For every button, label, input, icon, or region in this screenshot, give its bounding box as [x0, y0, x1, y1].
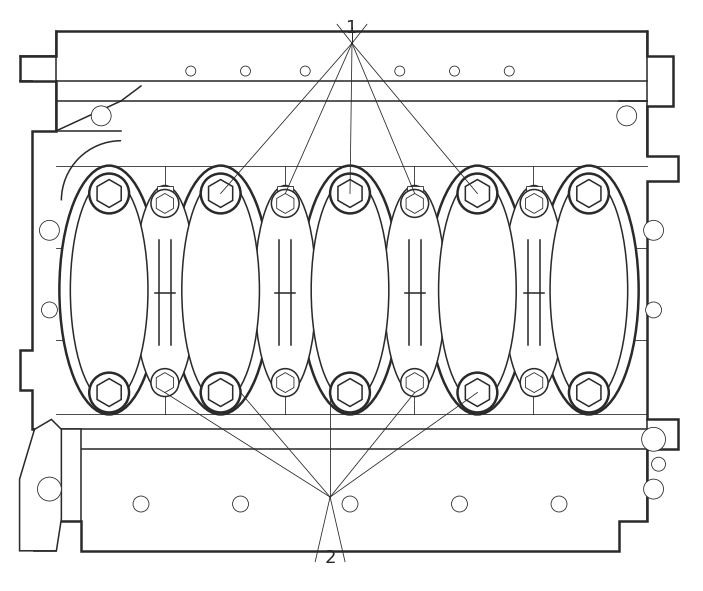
Circle shape	[342, 496, 358, 512]
Polygon shape	[34, 430, 82, 551]
Circle shape	[401, 190, 429, 217]
Circle shape	[91, 106, 111, 126]
Circle shape	[652, 457, 666, 471]
Circle shape	[401, 369, 429, 397]
Circle shape	[642, 427, 666, 452]
Bar	[157, 186, 173, 202]
Circle shape	[504, 66, 514, 76]
Circle shape	[551, 496, 567, 512]
Circle shape	[233, 496, 248, 512]
Ellipse shape	[384, 186, 446, 395]
Circle shape	[300, 66, 310, 76]
Polygon shape	[277, 373, 294, 392]
Circle shape	[644, 220, 664, 241]
Circle shape	[39, 220, 59, 241]
Polygon shape	[97, 180, 121, 207]
Polygon shape	[209, 180, 233, 207]
Ellipse shape	[503, 186, 565, 395]
Circle shape	[617, 106, 637, 126]
Ellipse shape	[539, 165, 638, 414]
Ellipse shape	[311, 177, 389, 402]
Polygon shape	[465, 379, 489, 407]
Circle shape	[240, 66, 250, 76]
Circle shape	[201, 373, 240, 413]
Polygon shape	[20, 420, 61, 551]
Ellipse shape	[70, 177, 148, 402]
Polygon shape	[338, 379, 362, 407]
Circle shape	[133, 496, 149, 512]
Circle shape	[644, 479, 664, 499]
Ellipse shape	[182, 177, 259, 402]
Circle shape	[458, 373, 497, 413]
Circle shape	[449, 66, 460, 76]
Polygon shape	[97, 379, 121, 407]
Polygon shape	[156, 373, 174, 392]
Circle shape	[89, 373, 129, 413]
Circle shape	[395, 66, 405, 76]
Circle shape	[37, 477, 61, 501]
Polygon shape	[156, 193, 174, 213]
Ellipse shape	[300, 165, 400, 414]
Bar	[407, 186, 423, 202]
Polygon shape	[577, 379, 601, 407]
Circle shape	[451, 496, 467, 512]
Circle shape	[151, 190, 179, 217]
Polygon shape	[277, 193, 294, 213]
Circle shape	[186, 66, 195, 76]
Circle shape	[271, 190, 299, 217]
Polygon shape	[577, 180, 601, 207]
Ellipse shape	[59, 165, 159, 414]
Polygon shape	[526, 193, 543, 213]
Circle shape	[458, 174, 497, 213]
Polygon shape	[209, 379, 233, 407]
Circle shape	[569, 373, 609, 413]
Ellipse shape	[134, 186, 195, 395]
Circle shape	[41, 302, 58, 318]
Polygon shape	[465, 180, 489, 207]
Polygon shape	[338, 180, 362, 207]
Ellipse shape	[171, 165, 271, 414]
Circle shape	[89, 174, 129, 213]
Ellipse shape	[254, 186, 316, 395]
Circle shape	[569, 174, 609, 213]
Circle shape	[520, 190, 548, 217]
Text: 2: 2	[324, 548, 336, 567]
Polygon shape	[406, 373, 423, 392]
Polygon shape	[526, 373, 543, 392]
Circle shape	[520, 369, 548, 397]
Ellipse shape	[550, 177, 628, 402]
Ellipse shape	[427, 165, 527, 414]
Circle shape	[330, 174, 370, 213]
Circle shape	[201, 174, 240, 213]
Circle shape	[151, 369, 179, 397]
Bar	[278, 186, 293, 202]
Polygon shape	[406, 193, 423, 213]
Text: 1: 1	[347, 20, 358, 37]
Circle shape	[330, 373, 370, 413]
Bar	[526, 186, 542, 202]
Ellipse shape	[439, 177, 516, 402]
Polygon shape	[20, 31, 678, 551]
Circle shape	[271, 369, 299, 397]
Circle shape	[645, 302, 662, 318]
